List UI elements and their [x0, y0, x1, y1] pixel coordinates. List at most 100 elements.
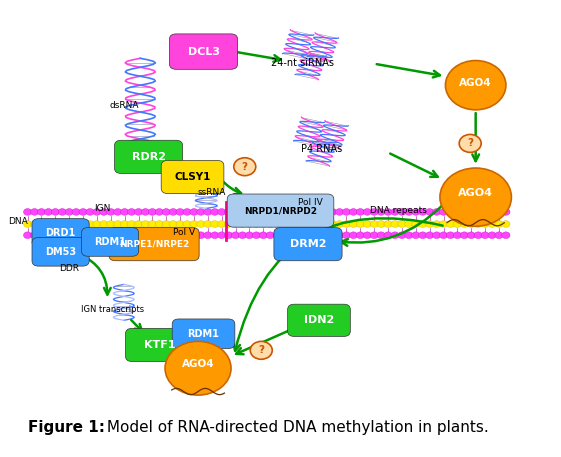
Circle shape: [460, 208, 468, 215]
Circle shape: [190, 208, 198, 215]
Circle shape: [321, 232, 330, 239]
Circle shape: [51, 221, 59, 228]
Circle shape: [58, 221, 66, 228]
Circle shape: [301, 208, 309, 215]
Circle shape: [495, 232, 503, 239]
Circle shape: [363, 208, 371, 215]
Circle shape: [467, 221, 475, 228]
Circle shape: [127, 232, 136, 239]
Circle shape: [107, 221, 115, 228]
Circle shape: [141, 232, 150, 239]
Circle shape: [335, 232, 344, 239]
Circle shape: [335, 208, 344, 215]
Circle shape: [65, 221, 73, 228]
Circle shape: [398, 232, 406, 239]
Circle shape: [58, 208, 66, 215]
FancyBboxPatch shape: [126, 329, 194, 361]
Circle shape: [453, 232, 462, 239]
Circle shape: [350, 221, 357, 228]
Circle shape: [342, 221, 351, 228]
Text: Pol IV: Pol IV: [298, 198, 323, 207]
Circle shape: [398, 208, 406, 215]
Circle shape: [121, 232, 129, 239]
Circle shape: [280, 221, 288, 228]
Circle shape: [495, 221, 503, 228]
Circle shape: [259, 232, 268, 239]
Circle shape: [44, 232, 53, 239]
Circle shape: [356, 208, 365, 215]
Circle shape: [121, 208, 129, 215]
Circle shape: [113, 232, 122, 239]
Circle shape: [287, 221, 295, 228]
Text: Model of RNA-directed DNA methylation in plants.: Model of RNA-directed DNA methylation in…: [102, 420, 489, 436]
Circle shape: [445, 61, 506, 110]
FancyBboxPatch shape: [172, 319, 235, 349]
Circle shape: [93, 208, 101, 215]
Circle shape: [273, 208, 281, 215]
Circle shape: [419, 232, 427, 239]
Circle shape: [439, 232, 448, 239]
Circle shape: [252, 208, 260, 215]
Circle shape: [190, 221, 198, 228]
Circle shape: [419, 221, 427, 228]
Circle shape: [412, 221, 420, 228]
Circle shape: [51, 232, 59, 239]
Circle shape: [127, 208, 136, 215]
Circle shape: [218, 221, 226, 228]
Circle shape: [377, 221, 385, 228]
Circle shape: [259, 221, 268, 228]
Circle shape: [280, 208, 288, 215]
Text: AGO4: AGO4: [458, 188, 493, 198]
Circle shape: [356, 232, 365, 239]
Circle shape: [100, 208, 108, 215]
Circle shape: [294, 208, 302, 215]
Circle shape: [502, 221, 510, 228]
Circle shape: [363, 221, 371, 228]
Circle shape: [412, 232, 420, 239]
Circle shape: [58, 232, 66, 239]
Circle shape: [218, 232, 226, 239]
Circle shape: [370, 221, 378, 228]
Circle shape: [210, 221, 219, 228]
FancyBboxPatch shape: [161, 160, 224, 194]
Circle shape: [329, 232, 337, 239]
Circle shape: [93, 221, 101, 228]
Circle shape: [481, 221, 489, 228]
Circle shape: [86, 208, 94, 215]
FancyBboxPatch shape: [274, 228, 342, 261]
Circle shape: [447, 221, 454, 228]
Text: DRD1: DRD1: [45, 228, 76, 238]
FancyBboxPatch shape: [32, 218, 89, 247]
Circle shape: [370, 232, 378, 239]
Circle shape: [377, 232, 385, 239]
Circle shape: [155, 221, 163, 228]
Circle shape: [377, 208, 385, 215]
Circle shape: [474, 208, 482, 215]
Circle shape: [329, 208, 337, 215]
Circle shape: [342, 208, 351, 215]
Circle shape: [426, 208, 434, 215]
Circle shape: [398, 221, 406, 228]
Circle shape: [440, 168, 512, 226]
Circle shape: [280, 232, 288, 239]
Text: DCL3: DCL3: [187, 47, 219, 57]
Text: RDM1: RDM1: [94, 237, 126, 247]
FancyBboxPatch shape: [32, 238, 89, 266]
Circle shape: [502, 232, 510, 239]
Circle shape: [350, 232, 357, 239]
FancyBboxPatch shape: [4, 3, 557, 454]
Circle shape: [439, 208, 448, 215]
Circle shape: [148, 232, 157, 239]
Circle shape: [238, 232, 247, 239]
Circle shape: [183, 221, 191, 228]
Circle shape: [252, 232, 260, 239]
Circle shape: [459, 134, 481, 152]
Circle shape: [245, 232, 254, 239]
Circle shape: [315, 221, 323, 228]
Text: RDR2: RDR2: [131, 152, 165, 162]
Circle shape: [165, 341, 231, 395]
Circle shape: [370, 208, 378, 215]
Text: P4 RNAs: P4 RNAs: [301, 144, 342, 154]
Circle shape: [232, 232, 240, 239]
Circle shape: [210, 208, 219, 215]
